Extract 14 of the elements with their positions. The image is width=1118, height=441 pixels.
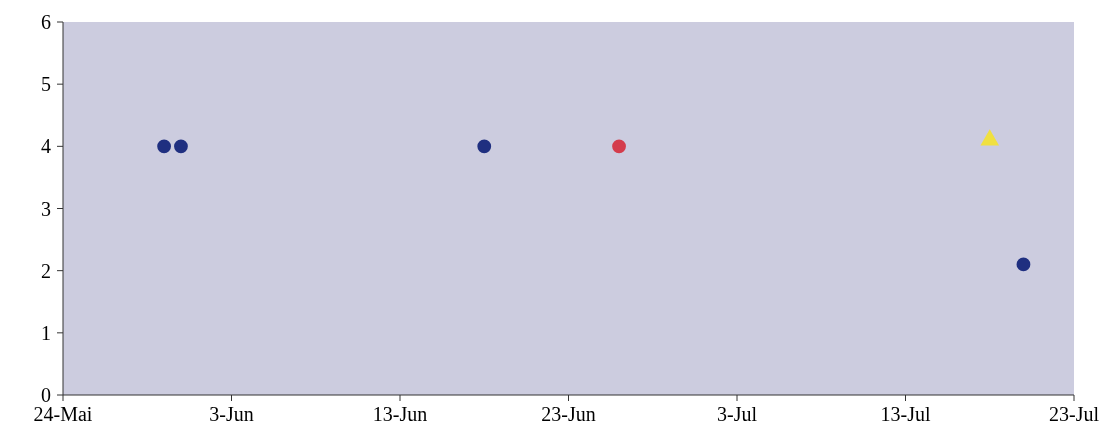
- y-tick-label: 4: [41, 135, 51, 158]
- y-tick-label: 0: [41, 384, 51, 406]
- y-tick-label: 6: [41, 11, 51, 33]
- x-tick-label: 13-Jul: [880, 403, 931, 425]
- x-tick-label: 13-Jun: [372, 403, 428, 425]
- y-tick-label: 2: [41, 259, 51, 282]
- x-tick-label: 24-Mai: [33, 403, 93, 425]
- x-tick-label: 23-Jun: [541, 403, 596, 425]
- y-tick-label: 3: [41, 197, 51, 220]
- y-tick-label: 1: [41, 321, 51, 344]
- x-tick-label: 3-Jun: [209, 403, 254, 425]
- x-tick-label: 3-Jul: [717, 403, 758, 425]
- y-tick-label: 5: [41, 73, 51, 96]
- x-tick-label: 23-Jul: [1049, 403, 1100, 425]
